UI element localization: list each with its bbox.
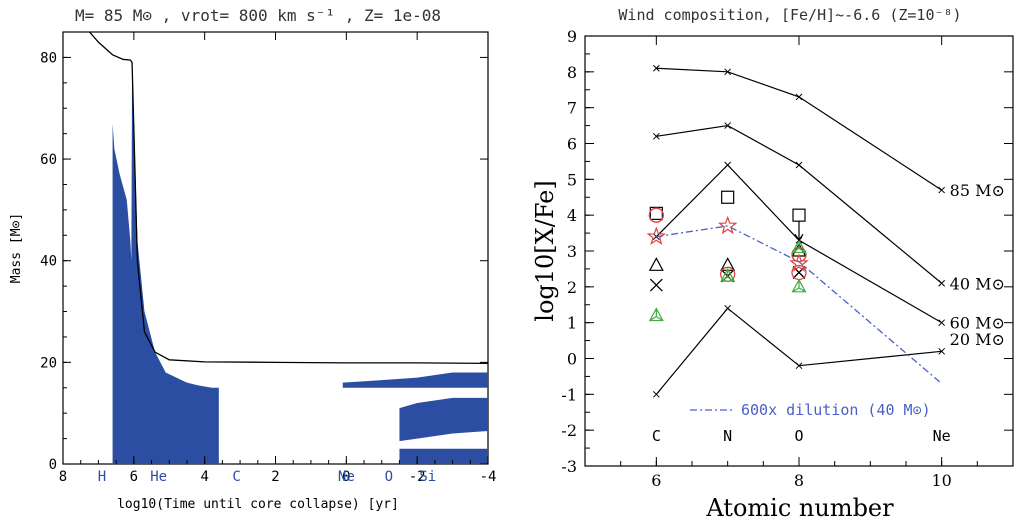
right-y-tick-label: 1: [567, 314, 577, 333]
obs-red-star: [789, 253, 809, 272]
model-point-marker: [938, 347, 946, 355]
left-y-tick-label: 80: [40, 50, 57, 66]
mass-lines: [88, 32, 488, 365]
model-line: [656, 67, 942, 191]
obs-red-circle: [648, 207, 664, 223]
left-x-tick-label: 8: [59, 469, 67, 485]
obs-red-star: [646, 226, 667, 245]
left-y-tick-label: 60: [40, 152, 57, 168]
wind-composition-panel: Wind composition, [Fe/H]~-6.6 (Z=10⁻⁸) 9…: [531, 6, 1014, 522]
right-x-axis-label: Atomic number: [705, 494, 894, 522]
obs-green-triangle: [791, 239, 807, 254]
shell-convection-zone-2: [399, 397, 488, 442]
model-line: [655, 307, 942, 395]
kippenhahn-panel: M= 85 M⊙ , vrot= 800 km s⁻¹ , Z= 1e-08 8…: [9, 6, 497, 512]
right-y-axis-label: log10[X/Fe]: [531, 180, 559, 321]
model-line: [656, 124, 943, 284]
right-y-tick-label: 6: [567, 135, 577, 154]
observation-points: [646, 190, 809, 322]
total-mass-line: [88, 32, 488, 365]
burning-stage-label-ne: Ne: [338, 469, 355, 485]
obs-square: [792, 208, 806, 222]
right-y-tick-label: -2: [561, 421, 577, 440]
series-label: 20 M⊙: [950, 330, 1005, 349]
model-point-marker: [724, 304, 732, 312]
model-point-marker: [795, 93, 803, 101]
model-point-marker: [652, 132, 660, 140]
left-x-tick-label: -2: [409, 469, 426, 485]
model-point-marker: [724, 122, 732, 129]
left-y-tick-label: 0: [49, 457, 57, 473]
model-point-marker: [795, 362, 803, 370]
model-point-marker: [938, 186, 946, 194]
shell-convection-zone-1: [342, 372, 488, 388]
right-y-tick-label: 3: [567, 242, 577, 261]
model-lines: [652, 64, 946, 398]
obs-upper-limit-arrow: [794, 221, 804, 242]
right-y-tick-label: -3: [561, 457, 577, 476]
obs-red-star: [717, 215, 738, 235]
dilution-legend-label: 600x dilution (40 M⊙): [741, 401, 931, 419]
left-x-tick-label: 4: [200, 469, 208, 485]
model-point-marker: [795, 161, 803, 169]
left-y-tick-label: 40: [40, 254, 57, 270]
dilution-line: [656, 225, 943, 385]
model-point-marker: [938, 279, 946, 287]
right-y-tick-label: 5: [567, 170, 577, 189]
left-x-tick-label: 6: [130, 469, 138, 485]
left-x-tick-label: 2: [271, 469, 279, 485]
burning-stage-label-he: He: [150, 469, 167, 485]
obs-square: [721, 190, 735, 204]
left-x-axis-label: log10(Time until core collapse) [yr]: [117, 497, 399, 512]
burning-stage-label-o: O: [385, 469, 393, 485]
left-x-tick-label: -4: [480, 469, 497, 485]
right-y-tick-label: 4: [567, 206, 577, 225]
left-y-tick-label: 20: [40, 355, 57, 371]
element-label-c: C: [652, 427, 661, 445]
element-label-ne: Ne: [933, 427, 951, 445]
left-y-axis-label: Mass [M⊙]: [9, 213, 24, 283]
model-point-marker: [652, 390, 660, 398]
left-chart-title: M= 85 M⊙ , vrot= 800 km s⁻¹ , Z= 1e-08: [75, 6, 441, 25]
right-y-tick-label: -1: [561, 385, 577, 404]
obs-green-triangle: [791, 278, 807, 293]
right-y-tick-label: 8: [567, 63, 577, 82]
obs-green-triangle: [648, 307, 664, 322]
shell-convection-zone-3: [399, 448, 488, 464]
burning-stage-label-si: Si: [419, 469, 436, 485]
series-label: 40 M⊙: [950, 274, 1005, 293]
right-x-tick-label: 10: [931, 471, 951, 490]
element-label-o: O: [794, 427, 803, 445]
burning-stage-label-h: H: [98, 469, 106, 485]
model-point-marker: [724, 68, 732, 76]
right-y-tick-label: 9: [567, 27, 577, 46]
left-x-tick-label: 0: [342, 469, 350, 485]
right-y-tick-label: 0: [567, 350, 577, 369]
model-point-marker: [652, 64, 660, 72]
model-point-marker: [652, 233, 660, 241]
obs-triangle: [648, 257, 664, 271]
obs-cross: [649, 278, 663, 292]
right-y-tick-label: 7: [567, 99, 577, 118]
burning-stage-label-c: C: [232, 469, 240, 485]
series-labels: 85 M⊙ 40 M⊙ 60 M⊙20 M⊙: [950, 181, 1005, 349]
model-point-marker: [724, 161, 732, 169]
right-chart-title: Wind composition, [Fe/H]~-6.6 (Z=10⁻⁸): [618, 6, 961, 24]
series-label: 85 M⊙: [950, 181, 1005, 200]
right-x-tick-label: 6: [651, 471, 661, 490]
element-label-n: N: [723, 427, 732, 445]
obs-square: [649, 206, 663, 220]
series-label: 60 M⊙: [950, 314, 1005, 333]
right-x-tick-label: 8: [794, 471, 804, 490]
model-line: [655, 164, 942, 324]
obs-green-triangle: [720, 267, 736, 282]
model-point-marker: [938, 319, 946, 327]
right-y-tick-label: 2: [567, 278, 577, 297]
convective-zones: [112, 62, 488, 464]
convective-core-area: [112, 62, 219, 464]
